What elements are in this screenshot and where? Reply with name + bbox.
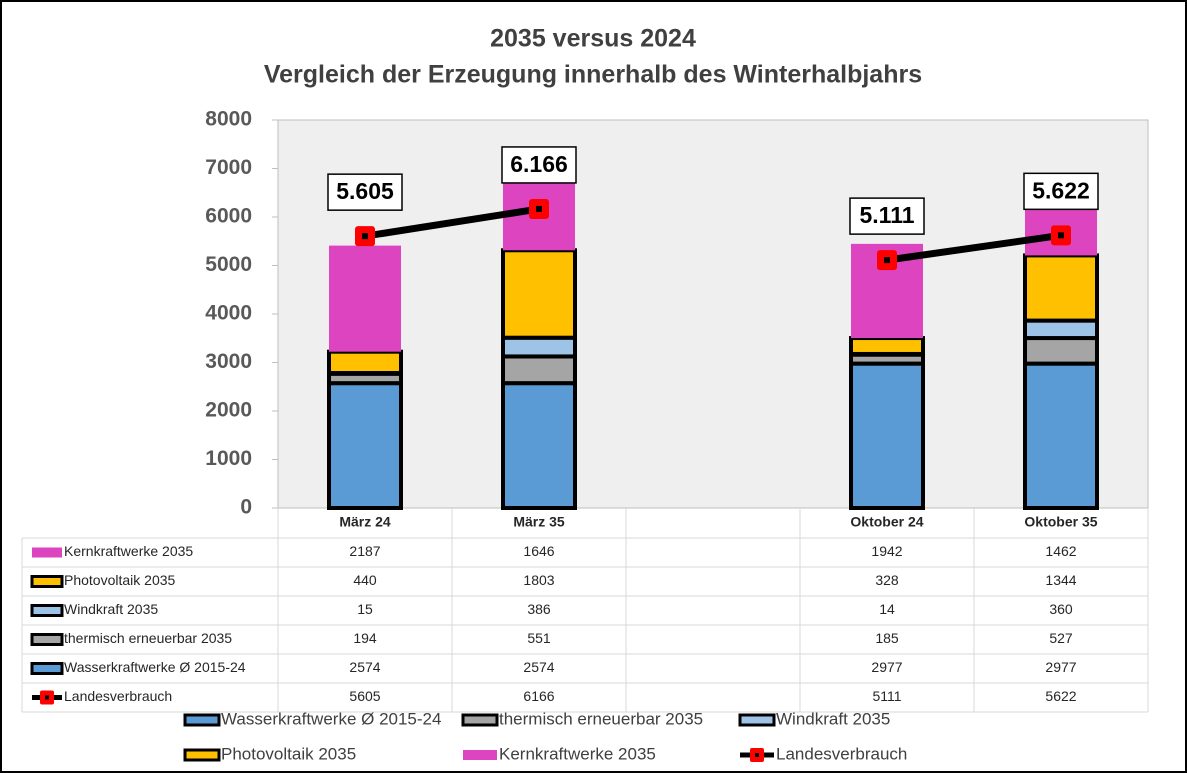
table-cell: 360 — [1049, 601, 1073, 617]
bar-segment — [1023, 361, 1099, 511]
x-tick-label: März 35 — [513, 514, 565, 530]
y-tick-label: 6000 — [205, 205, 252, 228]
bar-segment — [1023, 318, 1099, 341]
table-cell: 551 — [527, 630, 551, 646]
legend-label: Windkraft 2035 — [776, 709, 890, 728]
bar-segment — [501, 381, 577, 511]
table-cell: 328 — [875, 572, 899, 588]
table-cell: 1803 — [523, 572, 554, 588]
table-cell: 194 — [353, 630, 377, 646]
bar-segment — [329, 245, 401, 352]
y-tick-label: 7000 — [205, 156, 252, 179]
y-tick-label: 2000 — [205, 399, 252, 422]
legend-swatch — [30, 575, 64, 588]
y-tick-label: 0 — [240, 496, 252, 519]
x-tick-label: Oktober 35 — [1024, 514, 1097, 530]
table-cell: 1646 — [523, 543, 554, 559]
table-cell: 527 — [1049, 630, 1073, 646]
legend-label: Landesverbrauch — [776, 744, 907, 763]
legend-swatch — [183, 748, 221, 762]
table-cell: 15 — [357, 601, 373, 617]
legend-swatch — [32, 547, 62, 558]
legend-marker-dot — [45, 695, 49, 700]
legend-label: Photovoltaik 2035 — [221, 744, 356, 763]
marker-dot — [1058, 232, 1064, 239]
line — [886, 231, 1062, 264]
table-cell: 1942 — [871, 543, 902, 559]
table-cell: 2977 — [871, 659, 902, 675]
y-tick-label: 4000 — [205, 302, 252, 325]
table-cell: 2977 — [1045, 659, 1076, 675]
bar-segment — [327, 381, 403, 511]
legend-swatch — [30, 604, 64, 617]
value-label: 5.605 — [336, 178, 394, 204]
bar-segment — [1023, 253, 1099, 323]
legend-swatch — [183, 713, 221, 727]
table-row-label: Photovoltaik 2035 — [64, 572, 176, 588]
legend-marker-dot — [755, 753, 759, 757]
table-cell: 6166 — [523, 688, 554, 704]
bar-segment — [1023, 336, 1099, 366]
legend-label: Kernkraftwerke 2035 — [499, 744, 656, 763]
plot-area — [277, 119, 1149, 509]
table-row-label: thermisch erneuerbar 2035 — [64, 630, 232, 646]
value-label: 5.111 — [859, 202, 914, 228]
table-cell: 5605 — [349, 688, 380, 704]
value-label-box — [501, 146, 577, 184]
chart-subtitle: Vergleich der Erzeugung innerhalb des Wi… — [264, 61, 922, 89]
table-cell: 5111 — [872, 688, 901, 704]
y-tick-label: 8000 — [205, 108, 252, 131]
legend-swatch — [30, 633, 64, 646]
chart-title: 2035 versus 2024 — [490, 25, 696, 53]
legend-label: thermisch erneuerbar 2035 — [499, 709, 703, 728]
x-tick-label: März 24 — [339, 514, 391, 530]
table-cell: 2574 — [523, 659, 554, 675]
bar-segment — [501, 248, 577, 340]
value-label-box — [849, 197, 925, 235]
table-cell: 386 — [527, 601, 551, 617]
value-label: 5.622 — [1032, 177, 1090, 203]
table-cell: 5622 — [1045, 688, 1076, 704]
value-label: 6.166 — [510, 151, 568, 177]
bar-segment — [327, 349, 403, 376]
table-row-label: Wasserkraftwerke Ø 2015-24 — [64, 659, 246, 675]
y-tick-label: 1000 — [205, 447, 252, 470]
table-cell: 1462 — [1045, 543, 1076, 559]
legend-swatch — [463, 750, 497, 760]
marker-dot — [362, 233, 368, 240]
bar-segment — [501, 354, 577, 386]
table-cell: 2187 — [349, 543, 380, 559]
marker-dot — [536, 205, 542, 212]
value-label-box — [1023, 172, 1099, 211]
value-label-box — [327, 173, 403, 211]
table-row-label: Windkraft 2035 — [64, 601, 158, 617]
table-cell: 1344 — [1045, 572, 1076, 588]
table-cell: 14 — [879, 601, 895, 617]
table-cell: 2574 — [349, 659, 380, 675]
table-cell: 185 — [875, 630, 899, 646]
bar-segment — [849, 361, 925, 511]
bar-segment — [501, 335, 577, 359]
table-cell: 440 — [353, 572, 377, 588]
bar-segment — [849, 336, 925, 356]
x-tick-label: Oktober 24 — [850, 514, 923, 530]
legend-swatch — [738, 713, 776, 727]
table-row-label: Landesverbrauch — [64, 688, 172, 704]
legend-swatch — [30, 662, 64, 675]
legend-label: Wasserkraftwerke Ø 2015-24 — [221, 709, 441, 728]
table-row-label: Kernkraftwerke 2035 — [64, 543, 193, 559]
line — [364, 205, 540, 240]
marker-dot — [884, 257, 890, 264]
y-tick-label: 5000 — [205, 253, 252, 276]
y-tick-label: 3000 — [205, 350, 252, 373]
legend-swatch — [461, 713, 499, 727]
